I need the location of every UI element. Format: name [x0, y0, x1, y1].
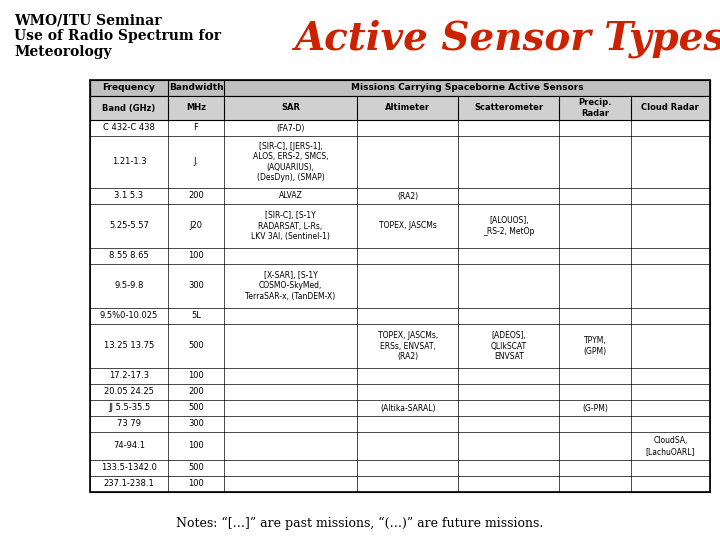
- Text: 17.2-17.3: 17.2-17.3: [109, 372, 149, 381]
- Text: [SIR-C], [JERS-1],
ALOS, ERS-2, SMCS,
(AQUARIUS),
(DesDyn), (SMAP): [SIR-C], [JERS-1], ALOS, ERS-2, SMCS, (A…: [253, 142, 328, 182]
- Text: [ALOUOS],
_RS-2, MetOp: [ALOUOS], _RS-2, MetOp: [483, 217, 534, 235]
- Text: CloudSA,
[LachuOARL]: CloudSA, [LachuOARL]: [646, 436, 695, 456]
- Text: Altimeter: Altimeter: [385, 104, 431, 112]
- Text: F: F: [194, 124, 199, 132]
- Text: 74-94.1: 74-94.1: [113, 442, 145, 450]
- Text: JJ 5.5-35.5: JJ 5.5-35.5: [108, 403, 150, 413]
- Text: TPYM,
(GPM): TPYM, (GPM): [583, 336, 606, 356]
- Text: Meteorology: Meteorology: [14, 45, 112, 59]
- Text: SAR: SAR: [281, 104, 300, 112]
- Bar: [90, 432, 710, 460]
- Text: Notes: “[…]” are past missions, “(…)” are future missions.: Notes: “[…]” are past missions, “(…)” ar…: [176, 517, 544, 530]
- Text: [ADEOS],
QLIkSCAT
ENVSAT: [ADEOS], QLIkSCAT ENVSAT: [491, 331, 527, 361]
- Text: TOPEX, JASCMs,
ERSs, ENVSAT,
(RA2): TOPEX, JASCMs, ERSs, ENVSAT, (RA2): [377, 331, 438, 361]
- Text: 5.25-5.57: 5.25-5.57: [109, 221, 149, 231]
- Text: Missions Carrying Spaceborne Active Sensors: Missions Carrying Spaceborne Active Sens…: [351, 84, 583, 92]
- Text: WMO/ITU Seminar: WMO/ITU Seminar: [14, 13, 161, 27]
- Text: 100: 100: [188, 480, 204, 489]
- Text: Cloud Radar: Cloud Radar: [642, 104, 699, 112]
- Bar: [90, 416, 710, 432]
- Text: Band (GHz): Band (GHz): [102, 104, 156, 112]
- Bar: [90, 324, 710, 368]
- Text: Frequency: Frequency: [103, 84, 156, 92]
- Text: 9.5-9.8: 9.5-9.8: [114, 281, 144, 291]
- Bar: [90, 188, 710, 204]
- Text: 500: 500: [188, 463, 204, 472]
- Bar: [90, 96, 710, 120]
- Text: MHz: MHz: [186, 104, 206, 112]
- Text: 73 79: 73 79: [117, 420, 141, 429]
- Bar: [90, 248, 710, 264]
- Text: 500: 500: [188, 341, 204, 350]
- Text: 237.1-238.1: 237.1-238.1: [104, 480, 154, 489]
- Bar: [90, 460, 710, 476]
- Text: TOPEX, JASCMs: TOPEX, JASCMs: [379, 221, 437, 231]
- Text: Precip.
Radar: Precip. Radar: [578, 98, 612, 118]
- Text: Use of Radio Spectrum for: Use of Radio Spectrum for: [14, 29, 221, 43]
- Text: (Altika-SARAL): (Altika-SARAL): [380, 403, 436, 413]
- Bar: [90, 308, 710, 324]
- Text: J.: J.: [194, 158, 199, 166]
- Text: 100: 100: [188, 442, 204, 450]
- Text: (FA7-D): (FA7-D): [276, 124, 305, 132]
- Text: [X-SAR], [S-1Y
COSMO-SkyMed,
TerraSAR-x, (TanDEM-X): [X-SAR], [S-1Y COSMO-SkyMed, TerraSAR-x,…: [246, 271, 336, 301]
- Text: 5L: 5L: [191, 312, 201, 321]
- Text: 20.05 24.25: 20.05 24.25: [104, 388, 154, 396]
- Bar: [90, 120, 710, 136]
- Text: 200: 200: [188, 388, 204, 396]
- Text: C 432-C 438: C 432-C 438: [103, 124, 155, 132]
- Bar: [90, 264, 710, 308]
- Text: (G-PM): (G-PM): [582, 403, 608, 413]
- Bar: [90, 400, 710, 416]
- Bar: [90, 80, 710, 492]
- Text: 8.55 8.65: 8.55 8.65: [109, 252, 149, 260]
- Text: 200: 200: [188, 192, 204, 200]
- Bar: [90, 204, 710, 248]
- Text: 133.5-1342.0: 133.5-1342.0: [101, 463, 157, 472]
- Text: 3.1 5.3: 3.1 5.3: [114, 192, 143, 200]
- Text: 100: 100: [188, 372, 204, 381]
- Bar: [90, 476, 710, 492]
- Bar: [90, 136, 710, 188]
- Bar: [90, 368, 710, 384]
- Text: Bandwidth: Bandwidth: [168, 84, 223, 92]
- Text: [SIR-C], [S-1Y
RADARSAT, L-Rs,
LKV 3AI, (Sentinel-1): [SIR-C], [S-1Y RADARSAT, L-Rs, LKV 3AI, …: [251, 211, 330, 241]
- Text: Scatterometer: Scatterometer: [474, 104, 544, 112]
- Bar: [90, 384, 710, 400]
- Text: 300: 300: [188, 420, 204, 429]
- Text: 13.25 13.75: 13.25 13.75: [104, 341, 154, 350]
- Text: 9.5%0-10.025: 9.5%0-10.025: [100, 312, 158, 321]
- Text: 500: 500: [188, 403, 204, 413]
- Text: (RA2): (RA2): [397, 192, 418, 200]
- Text: Active Sensor Types: Active Sensor Types: [294, 20, 720, 58]
- Text: ALVAZ: ALVAZ: [279, 192, 302, 200]
- Text: J20: J20: [189, 221, 202, 231]
- Text: 1.21-1.3: 1.21-1.3: [112, 158, 146, 166]
- Text: 100: 100: [188, 252, 204, 260]
- Text: 300: 300: [188, 281, 204, 291]
- Bar: [90, 80, 710, 96]
